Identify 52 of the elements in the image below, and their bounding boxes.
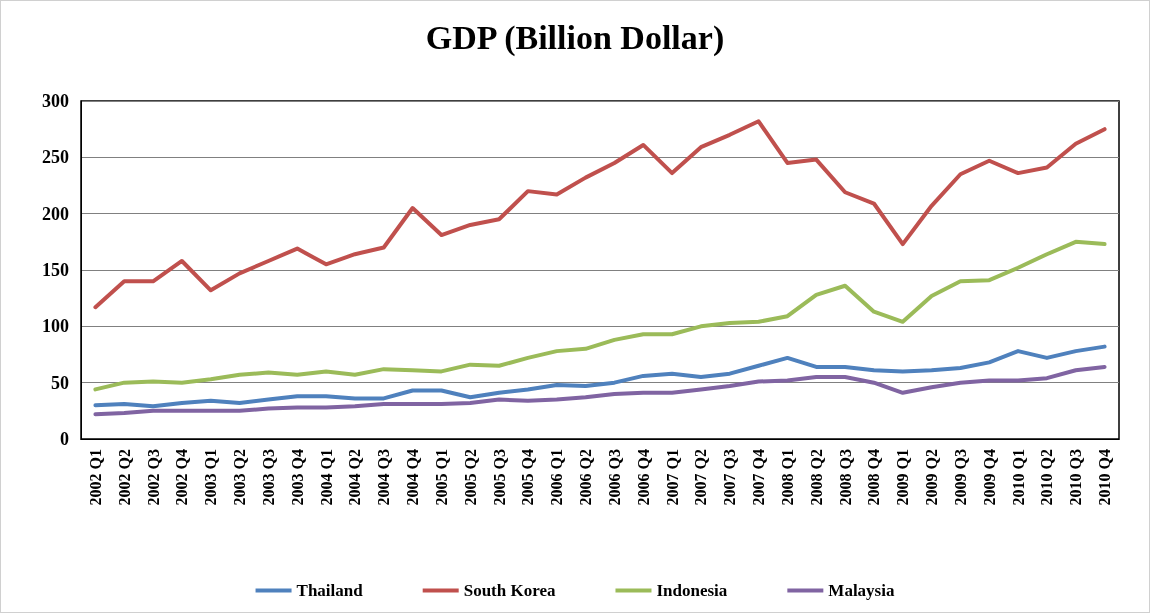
y-tick-label: 100 bbox=[42, 316, 69, 337]
legend-label: Malaysia bbox=[828, 581, 895, 600]
legend-label: South Korea bbox=[463, 581, 556, 600]
x-tick-label: 2009 Q4 bbox=[980, 449, 998, 506]
x-tick-label: 2005 Q3 bbox=[490, 449, 508, 506]
x-tick-label: 2003 Q4 bbox=[288, 449, 306, 506]
x-tick-label: 2010 Q3 bbox=[1067, 449, 1085, 506]
x-tick-label: 2007 Q2 bbox=[692, 449, 710, 506]
line-series bbox=[93, 344, 1107, 409]
x-tick-label: 2006 Q3 bbox=[605, 449, 623, 506]
x-tick-label: 2009 Q1 bbox=[894, 449, 912, 506]
x-tick-label: 2003 Q3 bbox=[259, 449, 277, 506]
x-tick-label: 2010 Q4 bbox=[1096, 449, 1114, 506]
x-tick-label: 2010 Q2 bbox=[1038, 449, 1056, 506]
x-tick-label: 2005 Q4 bbox=[519, 449, 537, 506]
x-tick-label: 2002 Q2 bbox=[115, 449, 133, 506]
x-tick-label: 2007 Q3 bbox=[721, 449, 739, 506]
x-tick-label: 2003 Q2 bbox=[231, 449, 249, 506]
x-tick-label: 2010 Q1 bbox=[1009, 449, 1027, 506]
x-tick-label: 2004 Q2 bbox=[346, 449, 364, 506]
line-series bbox=[93, 364, 1107, 417]
x-tick-label: 2006 Q4 bbox=[634, 449, 652, 506]
x-tick-label: 2009 Q3 bbox=[951, 449, 969, 506]
y-tick-label: 300 bbox=[42, 91, 69, 111]
y-tick-label: 50 bbox=[51, 372, 69, 393]
x-tick-label: 2005 Q2 bbox=[461, 449, 479, 506]
y-tick-label: 200 bbox=[42, 203, 69, 224]
x-tick-label: 2008 Q2 bbox=[807, 449, 825, 506]
x-tick-label: 2008 Q1 bbox=[778, 449, 796, 506]
line-series bbox=[93, 119, 1107, 310]
x-tick-label: 2007 Q4 bbox=[750, 449, 768, 506]
y-tick-label: 250 bbox=[42, 147, 69, 168]
x-tick-label: 2007 Q1 bbox=[663, 449, 681, 506]
chart-title: GDP (Billion Dollar) bbox=[425, 18, 725, 57]
x-tick-label: 2002 Q1 bbox=[86, 449, 104, 506]
x-tick-label: 2004 Q1 bbox=[317, 449, 335, 506]
x-tick-label: 2004 Q3 bbox=[375, 449, 393, 506]
x-tick-label: 2004 Q4 bbox=[404, 449, 422, 506]
x-tick-label: 2006 Q1 bbox=[548, 449, 566, 506]
line-series bbox=[93, 239, 1107, 392]
x-tick-label: 2002 Q3 bbox=[144, 449, 162, 506]
legend-label: Thailand bbox=[296, 581, 364, 600]
y-tick-label: 0 bbox=[60, 429, 69, 449]
x-tick-label: 2003 Q1 bbox=[202, 449, 220, 506]
x-tick-label: 2006 Q2 bbox=[577, 449, 595, 506]
x-tick-label: 2008 Q4 bbox=[865, 449, 883, 506]
legend-label: Indonesia bbox=[656, 581, 728, 600]
y-tick-label: 150 bbox=[42, 260, 69, 280]
x-tick-label: 2005 Q1 bbox=[432, 449, 450, 506]
x-tick-label: 2009 Q2 bbox=[923, 449, 941, 506]
x-tick-label: 2002 Q4 bbox=[173, 449, 191, 506]
x-tick-label: 2008 Q3 bbox=[836, 449, 854, 506]
